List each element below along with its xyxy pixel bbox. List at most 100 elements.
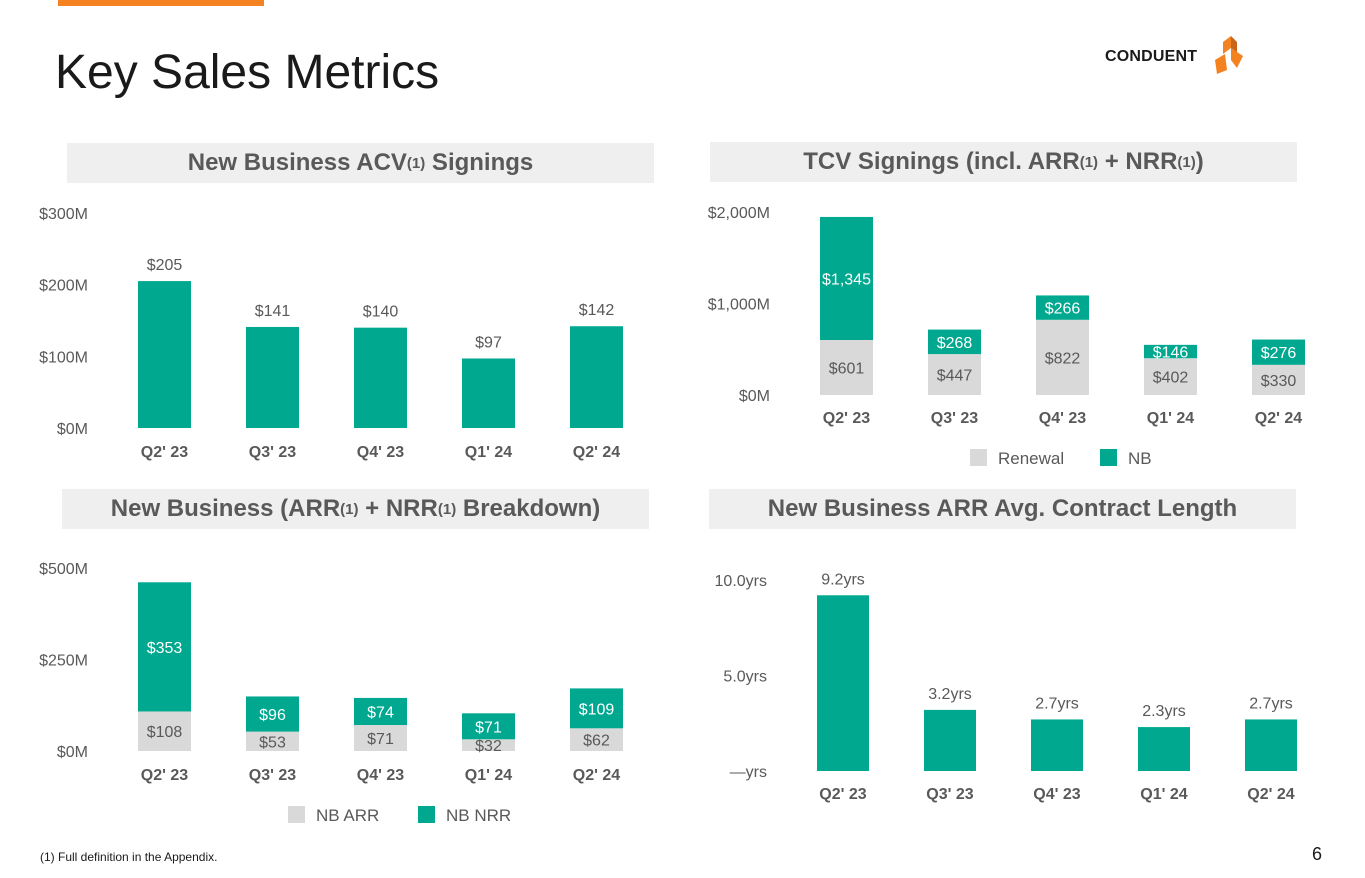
length-ytick-label: 10.0yrs (715, 573, 767, 590)
length-bar (1138, 727, 1190, 771)
tcv-data-label-nb: $276 (1261, 345, 1297, 362)
tcv-bar-renewal (1144, 358, 1197, 395)
arr_nrr-data-label-nb-nrr: $353 (147, 640, 183, 657)
arr_nrr-category-label: Q2' 24 (573, 767, 620, 784)
arr_nrr-bar-nb-arr (462, 739, 515, 751)
length-data-label: 2.7yrs (1035, 695, 1079, 712)
logo-text: CONDUENT (1105, 48, 1198, 65)
arr_nrr-category-label: Q3' 23 (249, 767, 296, 784)
length-ytick-label: 5.0yrs (723, 669, 767, 686)
tcv-category-label: Q2' 23 (823, 410, 870, 427)
arr_nrr-bar-nb-arr (246, 731, 299, 751)
tcv-bar-nb (1144, 344, 1197, 359)
tcv-ytick-label: $0M (739, 388, 770, 405)
arr_nrr-data-label-nb-nrr: $74 (367, 704, 394, 721)
length-data-label: 3.2yrs (928, 686, 972, 703)
arr_nrr-bar-nb-nrr (354, 697, 407, 726)
tcv-category-label: Q1' 24 (1147, 410, 1194, 427)
tcv-category-label: Q4' 23 (1039, 410, 1086, 427)
acv-data-label: $142 (579, 302, 615, 319)
page-title: Key Sales Metrics (55, 46, 440, 99)
top-accent-stripe (58, 0, 264, 6)
arr_nrr-category-label: Q2' 23 (141, 767, 188, 784)
acv-bar (138, 281, 191, 428)
arr_nrr-ytick-label: $0M (57, 744, 88, 761)
acv-ytick-label: $300M (39, 206, 88, 223)
arr_nrr-data-label-nb-arr: $108 (147, 724, 183, 741)
tcv-bar-nb (1036, 295, 1089, 320)
arr_nrr-legend-swatch-nb-arr (288, 806, 305, 823)
tcv-data-label-nb: $1,345 (822, 271, 871, 288)
arr_nrr-data-label-nb-arr: $53 (259, 734, 286, 751)
acv-data-label: $205 (147, 257, 183, 274)
tcv-bar-renewal (1252, 364, 1305, 395)
conduent-logo-icon (1215, 36, 1243, 74)
acv-data-label: $141 (255, 303, 291, 320)
tcv-panel-title: TCV Signings (incl. ARR (1) + NRR (1)) (710, 142, 1297, 182)
arr_nrr-bar-nb-nrr (138, 582, 191, 712)
arr-nrr-chart: $0M $250M $500M $108 $353 Q2' 23 $53 $96 Q3' 23 $… (39, 561, 623, 825)
length-category-label: Q1' 24 (1140, 786, 1187, 803)
tcv-legend-label-renewal: Renewal (998, 449, 1064, 468)
arr_nrr-bar-nb-nrr (462, 713, 515, 740)
tcv-bar-nb (820, 216, 873, 341)
arr_nrr-data-label-nb-nrr: $109 (579, 701, 615, 718)
arr_nrr-data-label-nb-arr: $62 (583, 733, 610, 750)
acv-category-label: Q1' 24 (465, 444, 512, 461)
tcv-data-label-nb: $266 (1045, 301, 1081, 318)
length-category-label: Q2' 24 (1247, 786, 1294, 803)
acv-bar (462, 358, 515, 428)
tcv-title-sup2: (1) (1177, 153, 1196, 171)
tcv-legend-label-nb: NB (1128, 449, 1152, 468)
arr_nrr-bar-nb-nrr (570, 688, 623, 729)
arr_nrr-data-label-nb-arr: $71 (367, 731, 394, 748)
arr_nrr-data-label-nb-nrr: $96 (259, 707, 286, 724)
tcv-data-label-renewal: $601 (829, 361, 865, 378)
arr-nrr-title-sup1: (1) (340, 500, 359, 518)
conduent-logo: CONDUENT (1105, 32, 1255, 78)
tcv-bar-renewal (928, 354, 981, 395)
tcv-title-text: TCV Signings (incl. ARR (803, 148, 1080, 175)
arr_nrr-legend-label-nb-arr: NB ARR (316, 806, 379, 825)
length-category-label: Q3' 23 (926, 786, 973, 803)
footnote: (1) Full definition in the Appendix. (40, 850, 218, 864)
tcv-bar-renewal (820, 340, 873, 395)
length-ytick-label: —yrs (730, 764, 767, 781)
length-chart: —yrs 5.0yrs 10.0yrs 9.2yrs Q2' 23 3.2yrs Q3' 2… (715, 571, 1297, 803)
acv-title-end: Signings (425, 149, 534, 176)
acv-category-label: Q2' 23 (141, 444, 188, 461)
length-bar (924, 709, 976, 771)
length-category-label: Q4' 23 (1033, 786, 1080, 803)
arr-nrr-title-mid: + NRR (358, 495, 438, 522)
tcv-data-label-nb: $146 (1153, 345, 1189, 362)
tcv-data-label-nb: $268 (937, 335, 973, 352)
acv-bar (354, 327, 407, 428)
arr_nrr-bar-nb-arr (354, 725, 407, 751)
length-bar (817, 595, 869, 771)
tcv-title-end: ) (1195, 148, 1204, 175)
length-data-label: 9.2yrs (821, 571, 865, 588)
acv-category-label: Q3' 23 (249, 444, 296, 461)
acv-title-sup: (1) (406, 154, 426, 172)
tcv-chart: $0M $1,000M $2,000M $601 $1,345 Q2' 23 $447 $26… (708, 205, 1305, 468)
length-category-label: Q2' 23 (819, 786, 866, 803)
arr_nrr-bar-nb-arr (570, 728, 623, 751)
acv-bar (570, 326, 623, 428)
acv-bar (246, 326, 299, 428)
length-data-label: 2.7yrs (1249, 695, 1293, 712)
page-number: 6 (1312, 844, 1323, 864)
acv-category-label: Q4' 23 (357, 444, 404, 461)
tcv-bar-renewal (1036, 319, 1089, 395)
acv-ytick-label: $200M (39, 278, 88, 295)
arr-nrr-title-end: Breakdown) (456, 495, 601, 522)
arr-nrr-title-text: New Business (ARR (110, 495, 341, 522)
acv-chart: $0M $100M $200M $300M $205 Q2' 23 $141 Q3' 23 $1… (39, 206, 623, 461)
tcv-bar-nb (928, 329, 981, 355)
arr-nrr-panel-title: New Business (ARR (1) + NRR (1) Breakdown) (62, 489, 649, 529)
tcv-legend-swatch-nb (1100, 449, 1117, 466)
arr_nrr-bar-nb-arr (138, 711, 191, 751)
tcv-data-label-renewal: $402 (1153, 370, 1189, 387)
tcv-ytick-label: $1,000M (708, 297, 770, 314)
tcv-title-sup1: (1) (1079, 153, 1099, 171)
acv-panel-title: New Business ACV (1) Signings (67, 143, 654, 183)
